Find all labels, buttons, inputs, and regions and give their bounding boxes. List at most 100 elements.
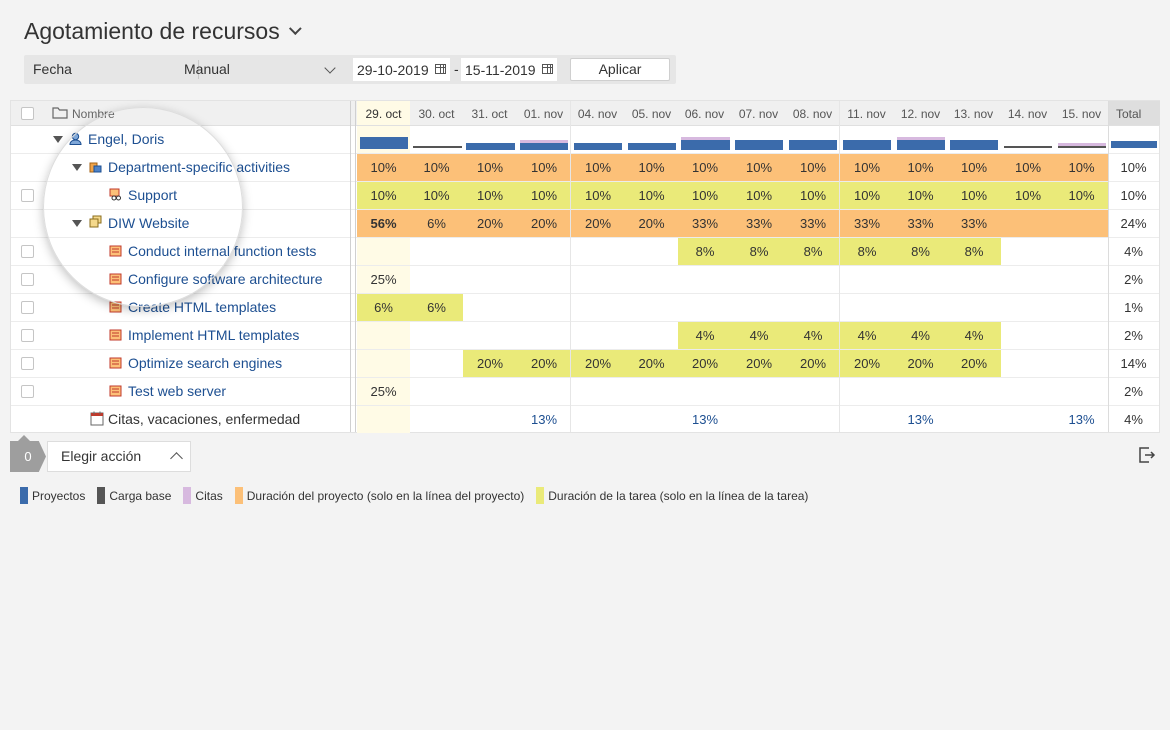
filter-label: Fecha — [33, 61, 72, 77]
task-icon — [109, 245, 122, 257]
mode-select[interactable]: Manual — [184, 61, 344, 77]
load-cell: 10% — [530, 188, 558, 203]
resource-grid: Nombre 29. oct 30. oct 31. oct 01. nov 0… — [10, 100, 1160, 433]
legend-label: Citas — [195, 488, 223, 503]
row-label[interactable]: Configure software architecture — [128, 271, 323, 287]
row-label[interactable]: DIW Website — [108, 215, 190, 231]
mode-select-value: Manual — [184, 61, 230, 77]
filter-bar: Fecha Manual 29-10-2019 - 15-11-2019 Apl… — [24, 55, 676, 84]
date-from-field[interactable]: 29-10-2019 — [353, 58, 450, 81]
legend-swatch — [234, 487, 243, 504]
load-cell: 13% — [1068, 412, 1095, 427]
load-cell: 10% — [584, 188, 612, 203]
row-label[interactable]: Optimize search engines — [128, 355, 283, 371]
legend-item: Citas — [183, 487, 223, 504]
calendar-icon[interactable] — [435, 64, 446, 74]
load-cell: 20% — [530, 216, 558, 231]
department-icon — [89, 162, 102, 173]
row-label[interactable]: Engel, Doris — [88, 131, 165, 147]
load-cell: 20% — [476, 356, 504, 371]
load-cell: 4% — [911, 328, 930, 343]
export-icon[interactable] — [1138, 446, 1156, 464]
task-row[interactable]: Support 10% 10% 10% 10% 10% 10% 10% 10% … — [11, 182, 1159, 210]
task-icon — [109, 301, 122, 313]
resource-row[interactable]: Engel, Doris — [11, 126, 1159, 154]
load-cell: 6% — [374, 300, 393, 315]
appointment-icon — [90, 411, 104, 426]
load-cell: 20% — [638, 356, 665, 371]
load-bar — [1111, 141, 1157, 148]
calendar-icon[interactable] — [542, 64, 553, 74]
appointments-row[interactable]: Citas, vacaciones, enfermedad 13% 13% 13… — [11, 406, 1159, 434]
action-select[interactable]: Elegir acción — [47, 441, 191, 472]
row-checkbox[interactable] — [21, 385, 34, 398]
load-cell: 33% — [960, 216, 988, 231]
today-column — [357, 406, 410, 433]
legend-label: Duración de la tarea (solo en la línea d… — [548, 488, 809, 503]
week-divider — [839, 101, 840, 432]
row-label[interactable]: Create HTML templates — [128, 299, 277, 315]
collapse-icon[interactable] — [53, 136, 63, 143]
select-all-checkbox[interactable] — [21, 107, 34, 120]
task-row[interactable]: Configure software architecture 25% 2% — [11, 266, 1159, 294]
task-row[interactable]: Test web server 25% 2% — [11, 378, 1159, 406]
load-cell: 10% — [907, 188, 934, 203]
task-duration-band — [357, 294, 463, 321]
row-checkbox[interactable] — [21, 357, 34, 370]
legend: Proyectos Carga base Citas Duración del … — [20, 487, 820, 504]
task-row[interactable]: Create HTML templates 6% 6% 1% — [11, 294, 1159, 322]
today-column — [357, 350, 410, 377]
load-cell: 4% — [803, 328, 823, 343]
total-cell: 10% — [1120, 160, 1147, 175]
row-checkbox[interactable] — [21, 273, 34, 286]
task-row[interactable]: Conduct internal function tests 8% 8% 8%… — [11, 238, 1159, 266]
date-to-field[interactable]: 15-11-2019 — [461, 58, 557, 81]
load-cell: 20% — [584, 356, 612, 371]
row-label[interactable]: Test web server — [128, 383, 227, 399]
total-cell: 24% — [1120, 216, 1147, 231]
load-cell: 10% — [691, 160, 719, 175]
load-cell: 33% — [907, 216, 934, 231]
row-label[interactable]: Citas, vacaciones, enfermedad — [108, 411, 301, 427]
page-title[interactable]: Agotamiento de recursos — [24, 18, 302, 45]
load-cell: 10% — [530, 160, 558, 175]
pane-divider[interactable] — [350, 101, 351, 432]
load-cell: 10% — [1014, 160, 1042, 175]
load-cell: 13% — [530, 412, 558, 427]
row-checkbox[interactable] — [21, 189, 34, 202]
load-bar — [735, 140, 783, 150]
base-load-bar — [1004, 146, 1052, 148]
load-cell: 4% — [857, 328, 877, 343]
load-cell: 20% — [476, 216, 504, 231]
row-label[interactable]: Conduct internal function tests — [128, 243, 317, 259]
row-label[interactable]: Support — [128, 187, 178, 203]
load-cell: 10% — [423, 160, 450, 175]
row-checkbox[interactable] — [21, 301, 34, 314]
collapse-icon[interactable] — [72, 220, 82, 227]
row-label[interactable]: Department-specific activities — [108, 159, 291, 175]
load-cell: 20% — [745, 356, 773, 371]
total-divider — [1108, 101, 1109, 432]
task-row[interactable]: Optimize search engines 20% 20% 20% 20% … — [11, 350, 1159, 378]
load-cell: 10% — [745, 188, 773, 203]
apply-button[interactable]: Aplicar — [570, 58, 670, 81]
project-duration-band — [357, 210, 1108, 237]
project-row[interactable]: DIW Website 56% 6% 20% 20% 20% 20% 33% 3… — [11, 210, 1159, 238]
task-row[interactable]: Implement HTML templates 4% 4% 4% 4% 4% … — [11, 322, 1159, 350]
load-cell: 10% — [638, 188, 665, 203]
row-label[interactable]: Implement HTML templates — [128, 327, 300, 343]
date-header: 13. nov — [953, 107, 994, 121]
collapse-icon[interactable] — [72, 164, 82, 171]
name-column-header[interactable]: Nombre — [72, 107, 115, 121]
total-cell: 4% — [1124, 244, 1143, 259]
row-checkbox[interactable] — [21, 329, 34, 342]
date-to-value: 15-11-2019 — [465, 62, 536, 78]
chevron-down-icon[interactable] — [288, 22, 302, 36]
page-title-text: Agotamiento de recursos — [24, 18, 280, 44]
legend-swatch — [183, 487, 192, 504]
project-row[interactable]: Department-specific activities 10% 10% 1… — [11, 154, 1159, 182]
row-checkbox[interactable] — [21, 245, 34, 258]
load-cell: 10% — [370, 188, 397, 203]
load-cell: 20% — [960, 356, 988, 371]
load-cell: 33% — [745, 216, 773, 231]
